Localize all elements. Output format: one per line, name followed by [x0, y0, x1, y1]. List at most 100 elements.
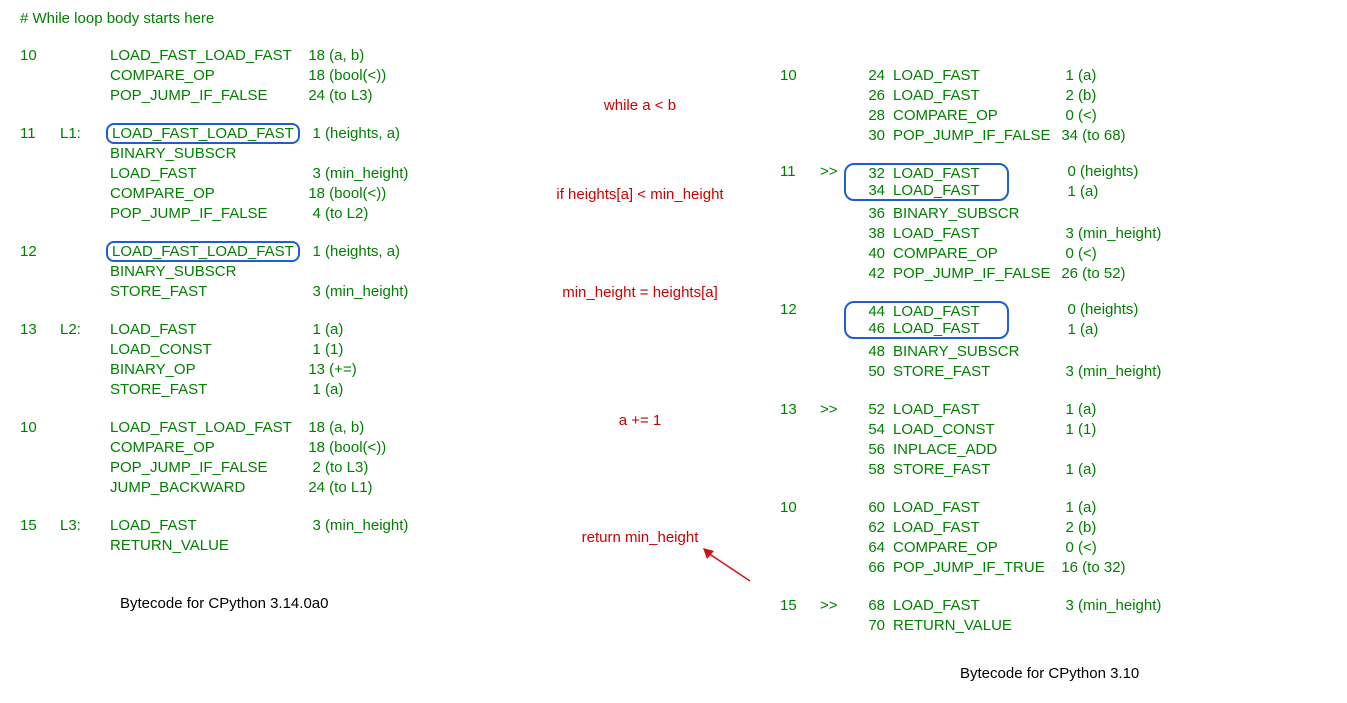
- highlighted-opcode: LOAD_FAST_LOAD_FAST: [106, 241, 300, 262]
- opcode: COMPARE_OP: [893, 539, 1053, 556]
- bytecode-row-group: 11>>32LOAD_FAST34LOAD_FAST 0 (heights) 1…: [780, 163, 1310, 203]
- bytecode-offset: 52: [850, 401, 893, 418]
- opcode: BINARY_SUBSCR: [110, 263, 300, 280]
- bytecode-row: 58STORE_FAST 1 (a): [780, 459, 1310, 479]
- bytecode-block: 15>>68LOAD_FAST 3 (min_height)70RETURN_V…: [780, 595, 1310, 635]
- opcode-arg: 13 (+=): [300, 361, 450, 378]
- opcode: BINARY_OP: [110, 361, 300, 378]
- opcode-arg: 3 (min_height): [1053, 597, 1213, 614]
- bytecode-block: 13L2:LOAD_FAST 1 (a) LOAD_CONST 1 (1)BINA…: [20, 319, 500, 399]
- opcode-arg: 1 (heights, a): [300, 243, 450, 260]
- bytecode-row: 34LOAD_FAST: [850, 182, 1003, 199]
- line-number: 13: [780, 401, 820, 418]
- source-annotation: min_height = heights[a]: [500, 253, 780, 331]
- opcode: LOAD_FAST_LOAD_FAST: [110, 243, 300, 260]
- opcode: LOAD_FAST: [110, 321, 300, 338]
- bytecode-row: 11L1:LOAD_FAST_LOAD_FAST 1 (heights, a): [20, 123, 500, 143]
- bytecode-offset: 26: [850, 87, 893, 104]
- opcode: COMPARE_OP: [110, 185, 300, 202]
- opcode-cell: 68LOAD_FAST: [850, 597, 1053, 614]
- opcode-arg: 1 (a): [1053, 67, 1213, 84]
- opcode-arg: 26 (to 52): [1053, 265, 1213, 282]
- opcode-arg: 2 (b): [1053, 519, 1213, 536]
- bytecode-row: COMPARE_OP 18 (bool(<)): [20, 183, 500, 203]
- jump-label: L3:: [60, 517, 110, 534]
- mid-column: while a < bif heights[a] < min_heightmin…: [500, 45, 780, 682]
- opcode: LOAD_CONST: [110, 341, 300, 358]
- bytecode-offset: 42: [850, 265, 893, 282]
- opcode: POP_JUMP_IF_TRUE: [893, 559, 1053, 576]
- bytecode-row: 12LOAD_FAST_LOAD_FAST 1 (heights, a): [20, 241, 500, 261]
- opcode-cell: 64COMPARE_OP: [850, 539, 1053, 556]
- bytecode-row: JUMP_BACKWARD 24 (to L1): [20, 477, 500, 497]
- opcode-cell: 50STORE_FAST: [850, 363, 1053, 380]
- source-annotation: if heights[a] < min_height: [500, 135, 780, 253]
- bytecode-offset: 62: [850, 519, 893, 536]
- opcode: LOAD_FAST_LOAD_FAST: [110, 125, 300, 142]
- bytecode-row-group: 1244LOAD_FAST46LOAD_FAST 0 (heights) 1 (…: [780, 301, 1310, 341]
- opcode: LOAD_FAST: [893, 303, 1003, 320]
- bytecode-row: 44LOAD_FAST: [850, 303, 1003, 320]
- opcode-arg: 0 (<): [1053, 245, 1213, 262]
- opcode-arg: 0 (heights): [1055, 163, 1215, 183]
- opcode: STORE_FAST: [893, 461, 1053, 478]
- opcode: POP_JUMP_IF_FALSE: [110, 459, 300, 476]
- highlighted-opcode: LOAD_FAST_LOAD_FAST: [106, 123, 300, 144]
- opcode: LOAD_CONST: [893, 421, 1053, 438]
- bytecode-row: COMPARE_OP 18 (bool(<)): [20, 65, 500, 85]
- opcode-arg: 18 (a, b): [300, 47, 450, 64]
- bytecode-block: 11>>32LOAD_FAST34LOAD_FAST 0 (heights) 1…: [780, 163, 1310, 283]
- opcode-cell: 62LOAD_FAST: [850, 519, 1053, 536]
- opcode-arg: 2 (b): [1053, 87, 1213, 104]
- bytecode-row: 50STORE_FAST 3 (min_height): [780, 361, 1310, 381]
- opcode-cell: 30POP_JUMP_IF_FALSE: [850, 127, 1053, 144]
- bytecode-block: 11L1:LOAD_FAST_LOAD_FAST 1 (heights, a)B…: [20, 123, 500, 223]
- opcode-arg: 1 (a): [1055, 321, 1215, 341]
- opcode-cell: 48BINARY_SUBSCR: [850, 343, 1053, 360]
- bytecode-offset: 36: [850, 205, 893, 222]
- opcode-cell: 54LOAD_CONST: [850, 421, 1053, 438]
- line-number: 11: [780, 163, 820, 180]
- bytecode-offset: 60: [850, 499, 893, 516]
- opcode-arg: 34 (to 68): [1053, 127, 1213, 144]
- bytecode-row: 64COMPARE_OP 0 (<): [780, 537, 1310, 557]
- opcode-arg: 3 (min_height): [300, 165, 450, 182]
- opcode-arg: 1 (a): [1053, 461, 1213, 478]
- opcode-arg: 1 (a): [300, 381, 450, 398]
- opcode: LOAD_FAST: [893, 165, 1003, 182]
- opcode: STORE_FAST: [110, 283, 300, 300]
- bytecode-block: 13>>52LOAD_FAST 1 (a)54LOAD_CONST 1 (1)5…: [780, 399, 1310, 479]
- opcode: LOAD_FAST: [893, 401, 1053, 418]
- bytecode-offset: 32: [850, 165, 893, 182]
- bytecode-block: 1024LOAD_FAST 1 (a)26LOAD_FAST 2 (b)28CO…: [780, 65, 1310, 145]
- opcode: LOAD_FAST: [110, 517, 300, 534]
- bytecode-offset: 38: [850, 225, 893, 242]
- bytecode-row: BINARY_SUBSCR: [20, 143, 500, 163]
- bytecode-block: 12LOAD_FAST_LOAD_FAST 1 (heights, a) BINA…: [20, 241, 500, 301]
- bytecode-row: BINARY_OP 13 (+=): [20, 359, 500, 379]
- opcode: LOAD_FAST: [893, 67, 1053, 84]
- bytecode-row: 56INPLACE_ADD: [780, 439, 1310, 459]
- opcode: BINARY_SUBSCR: [893, 343, 1053, 360]
- bytecode-row: 13L2:LOAD_FAST 1 (a): [20, 319, 500, 339]
- opcode-arg: 3 (min_height): [1053, 225, 1213, 242]
- opcode: POP_JUMP_IF_FALSE: [110, 87, 300, 104]
- bytecode-offset: 34: [850, 182, 893, 199]
- bytecode-row: 10LOAD_FAST_LOAD_FAST 18 (a, b): [20, 417, 500, 437]
- opcode-arg: 16 (to 32): [1053, 559, 1213, 576]
- opcode: STORE_FAST: [110, 381, 300, 398]
- jump-marker: >>: [820, 401, 850, 418]
- opcode-arg: 4 (to L2): [300, 205, 450, 222]
- opcode: RETURN_VALUE: [893, 617, 1053, 634]
- opcode-arg: 1 (1): [300, 341, 450, 358]
- bytecode-row: 26LOAD_FAST 2 (b): [780, 85, 1310, 105]
- opcode-arg-group: 0 (heights) 1 (a): [1055, 301, 1215, 341]
- bytecode-block: 1244LOAD_FAST46LOAD_FAST 0 (heights) 1 (…: [780, 301, 1310, 381]
- opcode-arg: 18 (a, b): [300, 419, 450, 436]
- opcode-arg: 18 (bool(<)): [300, 67, 450, 84]
- line-number: 10: [780, 67, 820, 84]
- opcode: LOAD_FAST: [893, 597, 1053, 614]
- bytecode-offset: 24: [850, 67, 893, 84]
- bytecode-offset: 50: [850, 363, 893, 380]
- bytecode-offset: 46: [850, 320, 893, 337]
